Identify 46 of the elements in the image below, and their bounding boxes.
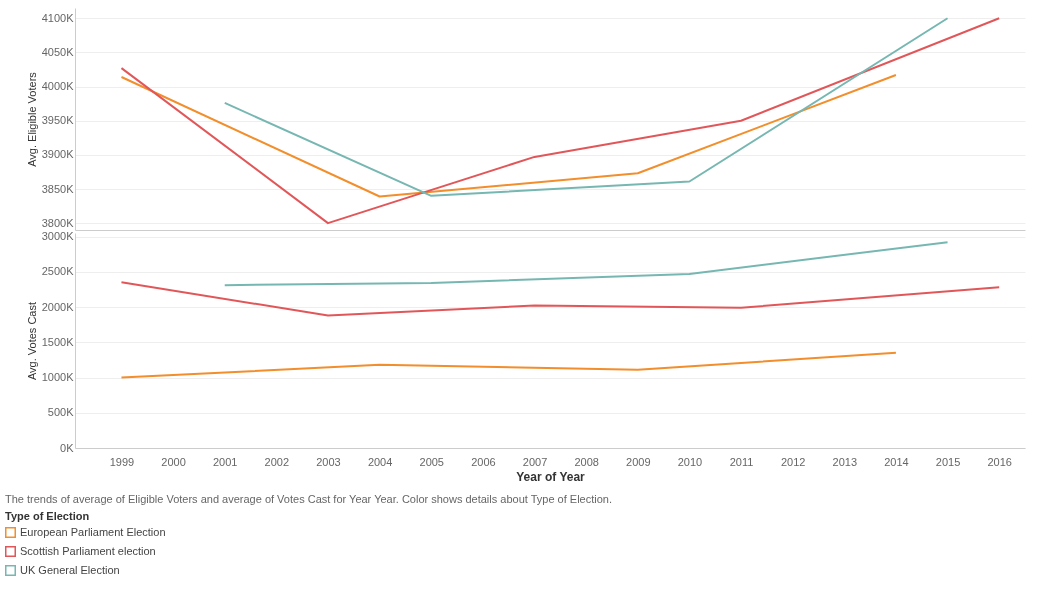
line-series bbox=[223, 17, 949, 197]
y-tick-label: 3950K bbox=[41, 114, 75, 127]
x-tick-label: 2000 bbox=[161, 455, 186, 468]
x-tick-label: 2004 bbox=[367, 455, 393, 468]
y-tick-label: 0K bbox=[60, 441, 75, 454]
y-tick-label: 2000K bbox=[41, 300, 75, 313]
x-tick-label: 2002 bbox=[264, 455, 290, 468]
y-axis-title: Avg. Eligible Voters bbox=[25, 71, 38, 167]
y-tick-label: 3800K bbox=[41, 216, 75, 229]
x-tick-label: 2005 bbox=[419, 455, 444, 468]
y-tick-label: 1000K bbox=[41, 371, 75, 384]
x-tick-label: 2015 bbox=[935, 455, 961, 468]
x-tick-label: 1999 bbox=[109, 455, 135, 468]
x-tick-label: 2012 bbox=[780, 455, 806, 468]
y-tick-label: 500K bbox=[47, 406, 75, 419]
line-series bbox=[120, 17, 1001, 225]
y-tick-label: 3850K bbox=[41, 182, 75, 195]
y-axis-title: Avg. Votes Cast bbox=[25, 301, 38, 381]
x-tick-label: 2011 bbox=[729, 455, 754, 468]
x-tick-label: 2009 bbox=[626, 455, 651, 468]
x-tick-label: 2008 bbox=[574, 455, 599, 468]
y-tick-label: 1500K bbox=[41, 335, 75, 348]
x-tick-label: 2014 bbox=[884, 455, 909, 468]
line-series bbox=[120, 351, 897, 379]
legend-label: Scottish Parliament election bbox=[20, 544, 156, 557]
x-tick-label: 2007 bbox=[522, 455, 548, 468]
x-tick-label: 2013 bbox=[832, 455, 858, 468]
y-tick-label: 3900K bbox=[41, 148, 75, 161]
line-series bbox=[223, 241, 949, 287]
x-axis-title: Year of Year bbox=[516, 469, 586, 484]
line-series bbox=[120, 73, 897, 198]
x-tick-label: 2010 bbox=[677, 455, 703, 468]
y-tick-label: 3000K bbox=[41, 230, 75, 243]
legend-label: UK General Election bbox=[20, 563, 120, 576]
x-tick-label: 2001 bbox=[212, 455, 238, 468]
x-tick-label: 2003 bbox=[316, 455, 341, 468]
line-series bbox=[120, 281, 1001, 317]
x-tick-label: 2006 bbox=[471, 455, 496, 468]
y-tick-label: 2500K bbox=[41, 265, 75, 278]
y-tick-label: 4050K bbox=[41, 45, 75, 58]
x-tick-label: 2016 bbox=[987, 455, 1012, 468]
y-tick-label: 4000K bbox=[41, 80, 75, 93]
legend-title: Type of Election bbox=[5, 510, 90, 522]
legend-label: European Parliament Election bbox=[20, 525, 166, 538]
y-tick-label: 4100K bbox=[41, 11, 75, 24]
text: The trends of average of Eligible Voters and average of Votes Cast for Year Year. Color shows details about Type of Election. bbox=[5, 493, 613, 505]
